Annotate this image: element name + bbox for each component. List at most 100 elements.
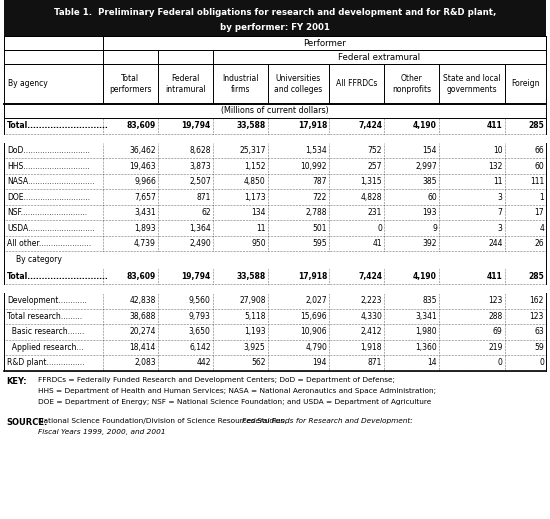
Text: 14: 14 — [427, 359, 437, 367]
Text: All FFRDCs: All FFRDCs — [336, 79, 377, 89]
Text: NASA............................: NASA............................ — [7, 177, 95, 186]
Bar — [4, 174, 546, 189]
Bar — [4, 104, 546, 118]
Text: Industrial
firms: Industrial firms — [222, 74, 258, 94]
Text: 385: 385 — [422, 177, 437, 186]
Bar — [4, 355, 546, 371]
Text: Performer: Performer — [303, 38, 346, 48]
Text: Federal
intramural: Federal intramural — [165, 74, 206, 94]
Text: 18,414: 18,414 — [130, 343, 156, 352]
Bar — [4, 236, 546, 251]
Text: 752: 752 — [367, 146, 382, 155]
Text: 501: 501 — [313, 224, 327, 233]
Text: 4,790: 4,790 — [305, 343, 327, 352]
Text: 1,918: 1,918 — [361, 343, 382, 352]
Text: 83,609: 83,609 — [126, 121, 156, 130]
Text: 123: 123 — [488, 296, 503, 305]
Text: 10: 10 — [493, 146, 503, 155]
Text: FFRDCs = Federally Funded Research and Development Centers; DoD = Department of : FFRDCs = Federally Funded Research and D… — [38, 377, 395, 383]
Text: 154: 154 — [422, 146, 437, 155]
Text: 9: 9 — [432, 224, 437, 233]
Text: 787: 787 — [313, 177, 327, 186]
Text: 8,628: 8,628 — [189, 146, 211, 155]
Text: 4,190: 4,190 — [413, 121, 437, 130]
Text: 231: 231 — [368, 208, 382, 217]
Text: Foreign: Foreign — [511, 79, 540, 89]
Text: 66: 66 — [534, 146, 544, 155]
Text: 1,360: 1,360 — [415, 343, 437, 352]
Text: Total
performers: Total performers — [109, 74, 152, 94]
Text: National Science Foundation/Division of Science Resources Studies,: National Science Foundation/Division of … — [38, 418, 289, 424]
Text: 3,341: 3,341 — [415, 312, 437, 321]
Text: 0: 0 — [539, 359, 544, 367]
Text: 19,794: 19,794 — [182, 121, 211, 130]
Text: 132: 132 — [488, 161, 503, 171]
Text: 285: 285 — [528, 121, 544, 130]
Text: 10,992: 10,992 — [301, 161, 327, 171]
Text: 27,908: 27,908 — [239, 296, 266, 305]
Text: 11: 11 — [256, 224, 266, 233]
Bar — [4, 339, 546, 355]
Text: KEY:: KEY: — [6, 377, 26, 386]
Text: by performer: FY 2001: by performer: FY 2001 — [220, 22, 330, 32]
Bar — [4, 118, 546, 133]
Text: 7,424: 7,424 — [358, 121, 382, 130]
Text: Total............................: Total............................ — [7, 121, 109, 130]
Text: 1,893: 1,893 — [134, 224, 156, 233]
Bar — [4, 205, 546, 220]
Text: 1,173: 1,173 — [244, 193, 266, 201]
Text: 20,274: 20,274 — [129, 327, 156, 336]
Text: 1: 1 — [539, 193, 544, 201]
Text: USDA............................: USDA............................ — [7, 224, 95, 233]
Text: 9,966: 9,966 — [134, 177, 156, 186]
Text: 11: 11 — [493, 177, 503, 186]
Text: Development............: Development............ — [7, 296, 87, 305]
Text: 42,838: 42,838 — [130, 296, 156, 305]
Text: 60: 60 — [534, 161, 544, 171]
Text: 2,083: 2,083 — [134, 359, 156, 367]
Text: Applied research...: Applied research... — [7, 343, 84, 352]
Bar — [4, 64, 546, 104]
Text: 5,118: 5,118 — [244, 312, 266, 321]
Text: 9,793: 9,793 — [189, 312, 211, 321]
Text: Table 1.  Preliminary Federal obligations for research and development and for R: Table 1. Preliminary Federal obligations… — [54, 8, 496, 17]
Text: DOE............................: DOE............................ — [7, 193, 90, 201]
Bar — [4, 251, 546, 268]
Text: 3,431: 3,431 — [134, 208, 156, 217]
Text: 41: 41 — [372, 239, 382, 248]
Text: 219: 219 — [488, 343, 503, 352]
Text: 1,193: 1,193 — [244, 327, 266, 336]
Text: State and local
governments: State and local governments — [443, 74, 500, 94]
Text: 285: 285 — [528, 271, 544, 281]
Text: 2,027: 2,027 — [306, 296, 327, 305]
Text: Universities
and colleges: Universities and colleges — [274, 74, 322, 94]
Text: 7,657: 7,657 — [134, 193, 156, 201]
Text: HHS............................: HHS............................ — [7, 161, 90, 171]
Text: DoD............................: DoD............................ — [7, 146, 90, 155]
Text: 871: 871 — [196, 193, 211, 201]
Text: 3,873: 3,873 — [189, 161, 211, 171]
Text: 835: 835 — [422, 296, 437, 305]
Text: 33,588: 33,588 — [236, 271, 266, 281]
Text: 1,364: 1,364 — [189, 224, 211, 233]
Text: Total research.........: Total research......... — [7, 312, 82, 321]
Text: 3,925: 3,925 — [244, 343, 266, 352]
Text: 9,560: 9,560 — [189, 296, 211, 305]
Text: NSF............................: NSF............................ — [7, 208, 87, 217]
Text: Basic research.......: Basic research....... — [7, 327, 84, 336]
Text: 19,794: 19,794 — [182, 271, 211, 281]
Text: SOURCE:: SOURCE: — [6, 418, 47, 427]
Text: Other
nonprofits: Other nonprofits — [392, 74, 431, 94]
Text: 2,788: 2,788 — [306, 208, 327, 217]
Bar — [4, 293, 546, 309]
Text: 4: 4 — [539, 224, 544, 233]
Text: 2,412: 2,412 — [361, 327, 382, 336]
Text: 0: 0 — [377, 224, 382, 233]
Text: 7: 7 — [498, 208, 503, 217]
Bar — [4, 309, 546, 324]
Text: By category: By category — [16, 255, 62, 264]
Text: 134: 134 — [251, 208, 266, 217]
Text: 4,828: 4,828 — [361, 193, 382, 201]
Text: 722: 722 — [313, 193, 327, 201]
Text: 0: 0 — [498, 359, 503, 367]
